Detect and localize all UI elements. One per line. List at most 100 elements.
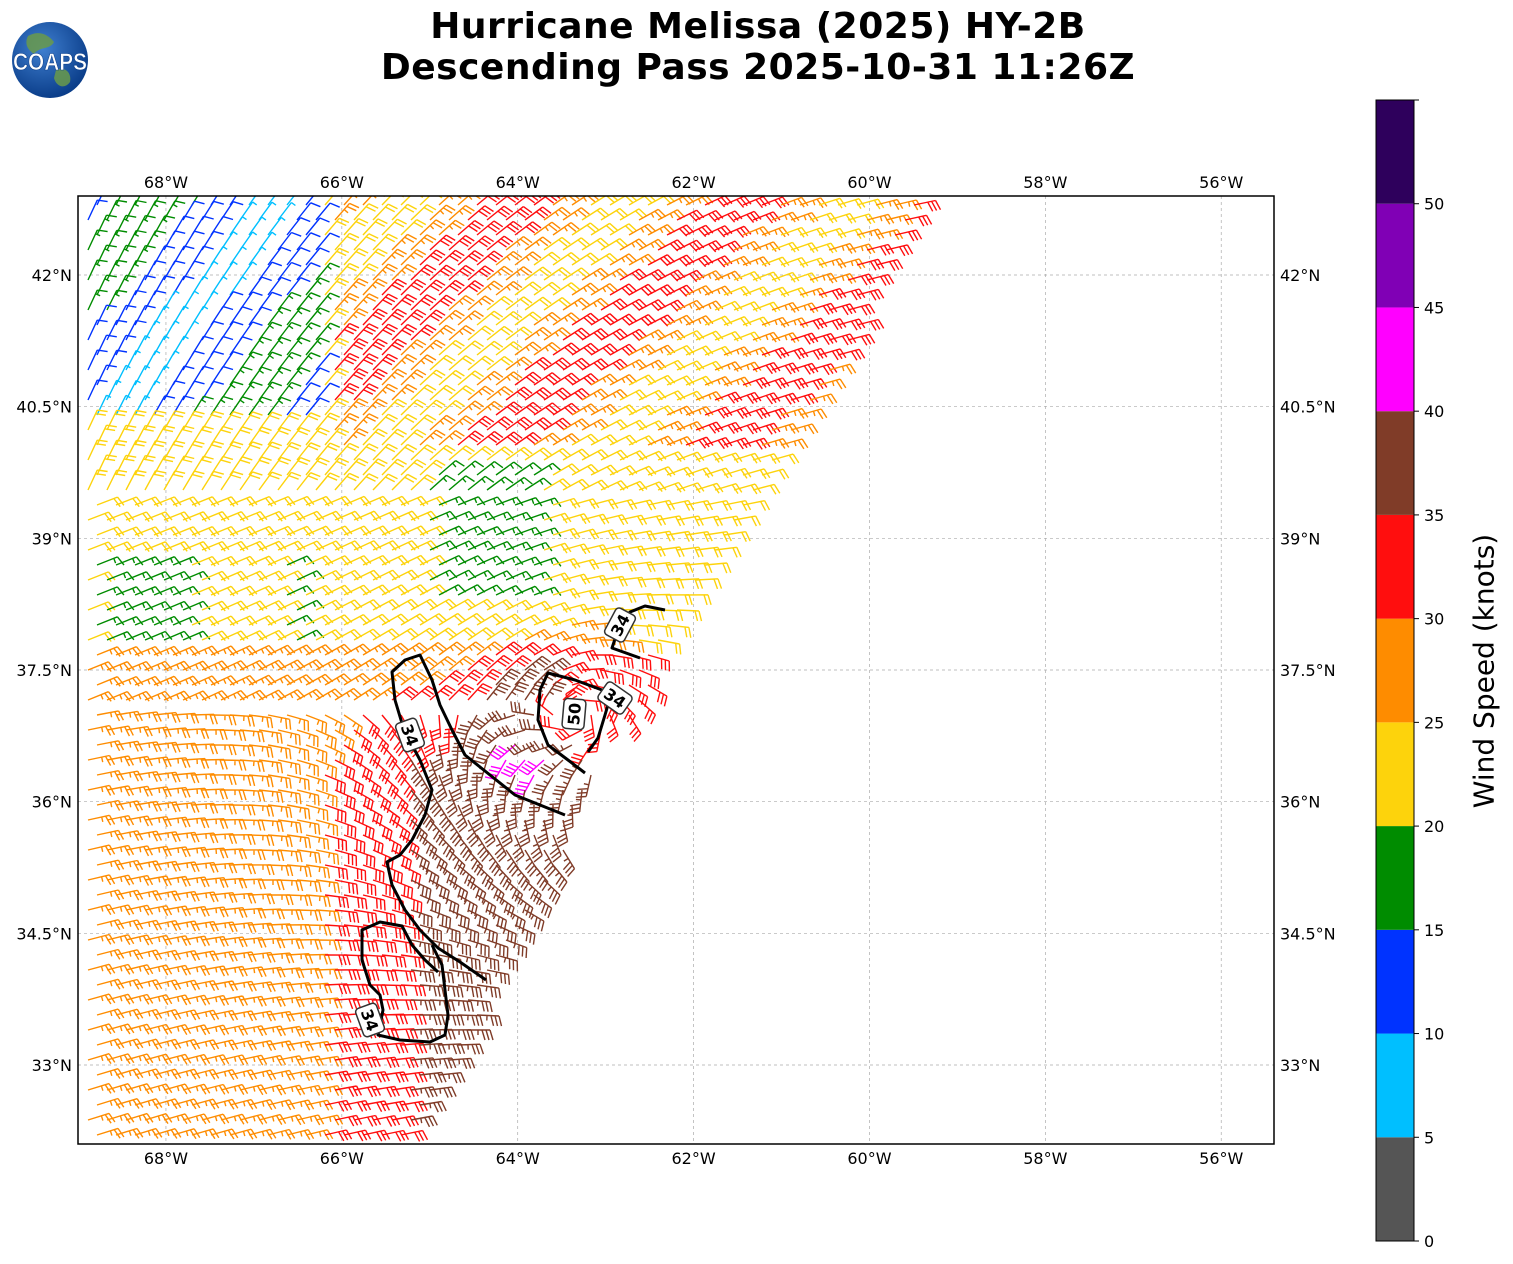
wind-barb bbox=[505, 476, 533, 491]
wind-barb bbox=[590, 252, 618, 266]
wind-barb bbox=[381, 864, 403, 884]
wind-barb bbox=[562, 357, 590, 371]
wind-barb bbox=[134, 454, 156, 476]
wind-barb bbox=[229, 246, 247, 266]
wind-barb bbox=[362, 834, 384, 855]
wind-barb bbox=[429, 684, 456, 701]
wind-barb bbox=[248, 774, 274, 788]
wind-barb bbox=[419, 309, 446, 326]
wind-barb bbox=[467, 415, 495, 431]
wind-barb bbox=[115, 710, 143, 722]
wind-barb bbox=[581, 574, 610, 586]
wind-barb bbox=[410, 384, 437, 401]
wind-barb bbox=[191, 526, 220, 537]
wind-barb bbox=[163, 905, 192, 917]
wind-barb bbox=[239, 966, 267, 978]
wind-barb bbox=[258, 966, 286, 978]
wind-barb bbox=[248, 456, 272, 476]
wind-barb bbox=[497, 725, 526, 738]
wind-barb bbox=[562, 418, 591, 431]
wind-barb bbox=[467, 683, 493, 701]
wind-barb bbox=[153, 860, 181, 872]
wind-barb bbox=[714, 240, 743, 253]
colorbar-frame bbox=[1375, 99, 1415, 1242]
wind-barb bbox=[172, 831, 200, 843]
wind-barb bbox=[391, 353, 418, 371]
wind-barb bbox=[457, 370, 484, 386]
wind-barb bbox=[258, 689, 287, 701]
wind-barb bbox=[837, 348, 866, 361]
wind-barb bbox=[277, 321, 302, 341]
colorbar-tick-label: 35 bbox=[1424, 506, 1444, 525]
wind-barb bbox=[467, 879, 487, 904]
wind-barb bbox=[704, 225, 733, 238]
wind-barb bbox=[277, 1055, 306, 1067]
wind-barb bbox=[410, 598, 439, 611]
wind-barb bbox=[429, 849, 448, 874]
wind-barb bbox=[695, 391, 724, 402]
wind-barb bbox=[514, 401, 542, 416]
wind-barb bbox=[372, 909, 396, 926]
wind-barb bbox=[391, 473, 418, 491]
wind-barb bbox=[115, 556, 144, 566]
wind-barb bbox=[619, 669, 642, 689]
wind-barb bbox=[239, 819, 266, 831]
wind-barb bbox=[495, 668, 521, 686]
wind-barb bbox=[258, 908, 286, 920]
wind-barbs bbox=[87, 196, 942, 1142]
wind-barb bbox=[514, 196, 542, 206]
wind-barb bbox=[201, 818, 229, 829]
wind-barb bbox=[638, 699, 657, 725]
wind-barb bbox=[267, 744, 292, 760]
wind-barb bbox=[448, 295, 475, 311]
wind-barb bbox=[494, 834, 507, 863]
wind-barb bbox=[125, 541, 154, 553]
wind-barb bbox=[410, 685, 438, 701]
wind-barb bbox=[163, 660, 192, 672]
wind-barb bbox=[543, 417, 571, 431]
wind-barb bbox=[381, 671, 409, 686]
wind-barb bbox=[172, 712, 200, 724]
wind-barb bbox=[543, 657, 571, 671]
wind-barb bbox=[647, 466, 676, 477]
wind-barb bbox=[733, 301, 762, 312]
wind-barb bbox=[477, 789, 489, 817]
wind-barb bbox=[457, 984, 483, 999]
wind-barb bbox=[505, 266, 533, 281]
wind-barb bbox=[505, 627, 533, 641]
wind-barb bbox=[172, 742, 200, 754]
wind-barb bbox=[343, 804, 365, 825]
wind-barb bbox=[381, 804, 401, 829]
wind-barb bbox=[809, 393, 838, 405]
wind-barb bbox=[267, 644, 296, 656]
wind-barb bbox=[514, 864, 530, 891]
wind-barb bbox=[305, 367, 330, 386]
wind-barb bbox=[87, 349, 108, 371]
wind-barb bbox=[483, 819, 496, 848]
wind-barb bbox=[296, 879, 322, 893]
wind-barb bbox=[220, 936, 248, 948]
wind-barb bbox=[210, 950, 238, 962]
wind-barb bbox=[372, 939, 398, 954]
wind-barb bbox=[742, 500, 771, 511]
wind-barb bbox=[429, 264, 456, 281]
wind-barb bbox=[305, 495, 334, 507]
wind-barb bbox=[533, 432, 561, 446]
wind-barb bbox=[438, 279, 465, 296]
wind-barb bbox=[619, 238, 648, 251]
wind-barb bbox=[780, 438, 809, 450]
wind-barb bbox=[752, 241, 781, 253]
wind-barb bbox=[647, 344, 676, 356]
wind-barb bbox=[543, 266, 571, 281]
lat-tick-label: 36°N bbox=[1280, 793, 1320, 812]
wind-barb bbox=[410, 354, 437, 371]
wind-barb bbox=[153, 335, 170, 356]
wind-barb bbox=[581, 328, 610, 341]
wind-barb bbox=[609, 313, 638, 326]
wind-barb bbox=[182, 757, 210, 769]
wind-barb bbox=[666, 314, 695, 326]
wind-barb bbox=[514, 281, 542, 296]
colorbar-bin bbox=[1376, 514, 1414, 619]
wind-barb bbox=[115, 214, 137, 236]
wind-barb bbox=[372, 293, 398, 311]
